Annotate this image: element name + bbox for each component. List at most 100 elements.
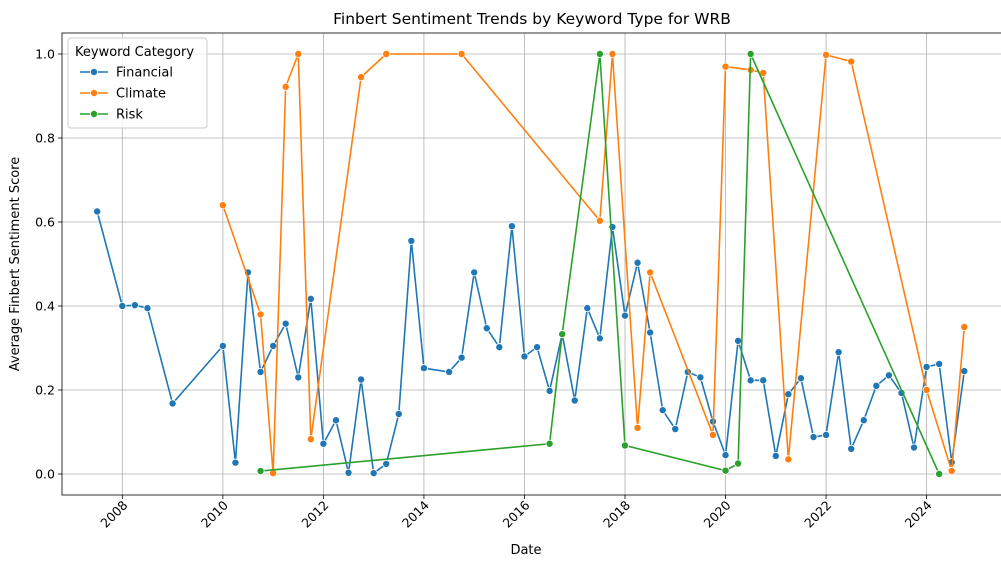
data-point-climate xyxy=(306,435,315,444)
legend-entry-risk: Risk xyxy=(80,108,143,123)
legend-marker-climate xyxy=(90,89,99,98)
data-point-financial xyxy=(759,376,768,385)
data-point-climate xyxy=(847,57,856,66)
series-line-financial xyxy=(96,211,966,474)
legend: Keyword Category Financial Climate Risk xyxy=(67,37,208,129)
x-axis-label: Date xyxy=(510,543,541,558)
data-point-financial xyxy=(495,343,504,352)
data-point-financial xyxy=(771,451,780,460)
data-point-financial xyxy=(520,352,529,361)
data-point-financial xyxy=(620,311,629,320)
data-point-financial xyxy=(671,425,680,434)
data-point-risk xyxy=(935,469,944,478)
data-point-financial xyxy=(118,301,127,310)
data-point-climate xyxy=(382,50,391,59)
data-point-financial xyxy=(419,364,428,373)
data-point-financial xyxy=(331,416,340,425)
data-point-financial xyxy=(394,409,403,418)
y-axis-label: Average Finbert Sentiment Score xyxy=(8,157,23,371)
series-line-risk xyxy=(260,53,940,475)
data-point-climate xyxy=(294,50,303,59)
data-point-financial xyxy=(884,371,893,380)
data-point-risk xyxy=(721,466,730,475)
data-point-financial xyxy=(796,374,805,383)
data-point-financial xyxy=(319,439,328,448)
legend-label-financial: Financial xyxy=(116,66,173,81)
data-point-financial xyxy=(457,353,466,362)
data-point-financial xyxy=(646,328,655,337)
data-point-financial xyxy=(822,430,831,439)
data-point-financial xyxy=(93,207,102,216)
data-point-financial xyxy=(847,444,856,453)
x-tick-label: 2018 xyxy=(600,497,633,530)
data-point-climate xyxy=(357,73,366,82)
data-point-climate xyxy=(708,430,717,439)
series-risk xyxy=(256,50,944,478)
data-point-climate xyxy=(922,385,931,394)
series-line-climate xyxy=(222,53,966,474)
data-point-climate xyxy=(784,455,793,464)
data-point-financial xyxy=(470,268,479,277)
data-point-financial xyxy=(294,373,303,382)
chart-title: Finbert Sentiment Trends by Keyword Type… xyxy=(333,10,731,28)
plot-frame xyxy=(61,32,1001,496)
x-tick-label: 2016 xyxy=(499,497,532,530)
y-tick-label: 0.4 xyxy=(35,299,55,314)
series-financial xyxy=(93,207,969,478)
legend-entries: Financial Climate Risk xyxy=(80,66,173,123)
legend-box xyxy=(67,37,208,129)
data-point-financial xyxy=(696,373,705,382)
data-point-risk xyxy=(595,50,604,59)
data-point-climate xyxy=(281,82,290,91)
data-point-financial xyxy=(872,381,881,390)
data-point-climate xyxy=(646,268,655,277)
y-tick-label: 1.0 xyxy=(35,47,55,62)
data-point-financial xyxy=(357,375,366,384)
data-point-financial xyxy=(633,258,642,267)
data-point-financial xyxy=(445,367,454,376)
data-point-financial xyxy=(935,359,944,368)
data-point-risk xyxy=(620,441,629,450)
data-point-climate xyxy=(947,467,956,476)
data-point-financial xyxy=(809,433,818,442)
data-point-financial xyxy=(407,236,416,245)
data-point-financial xyxy=(168,399,177,408)
data-point-climate xyxy=(256,310,265,319)
y-tick-label: 0.6 xyxy=(35,215,55,230)
data-point-financial xyxy=(130,301,139,310)
data-point-risk xyxy=(734,459,743,468)
legend-entry-climate: Climate xyxy=(80,87,166,102)
data-point-climate xyxy=(960,322,969,331)
x-tick-label: 2022 xyxy=(801,498,834,531)
data-point-climate xyxy=(822,50,831,59)
data-point-financial xyxy=(784,390,793,399)
legend-entry-financial: Financial xyxy=(80,66,173,81)
x-tick-label: 2024 xyxy=(902,497,935,530)
data-point-climate xyxy=(595,216,604,225)
data-point-risk xyxy=(746,50,755,59)
data-point-financial xyxy=(922,362,931,371)
legend-label-climate: Climate xyxy=(116,87,166,102)
data-point-financial xyxy=(583,304,592,313)
data-point-financial xyxy=(570,396,579,405)
data-point-financial xyxy=(269,341,278,350)
data-point-financial xyxy=(721,451,730,460)
data-point-financial xyxy=(143,304,152,313)
legend-label-risk: Risk xyxy=(116,108,143,123)
x-tick-label: 2010 xyxy=(198,497,231,530)
data-point-risk xyxy=(545,439,554,448)
data-point-climate xyxy=(457,50,466,59)
data-point-financial xyxy=(734,336,743,345)
data-point-financial xyxy=(595,334,604,343)
data-point-risk xyxy=(256,467,265,476)
data-point-financial xyxy=(910,443,919,452)
x-tick-label: 2014 xyxy=(399,497,432,530)
data-point-financial xyxy=(306,294,315,303)
series-climate xyxy=(218,50,969,478)
data-point-climate xyxy=(633,423,642,432)
data-point-risk xyxy=(558,330,567,339)
x-tick-label: 2020 xyxy=(701,497,734,530)
data-point-financial xyxy=(960,367,969,376)
data-point-climate xyxy=(721,62,730,71)
